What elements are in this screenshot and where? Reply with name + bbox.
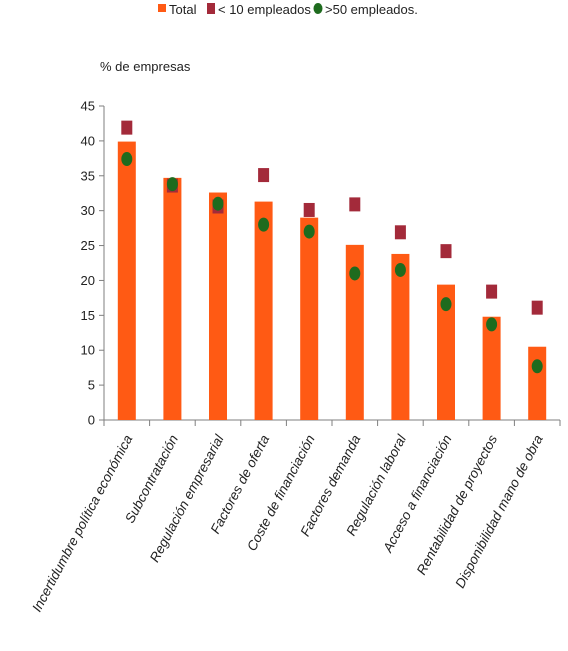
marker-lt10-regulacion-laboral	[394, 225, 406, 240]
legend-label: >50 empleados.	[325, 2, 418, 17]
legend: Total < 10 empleados >50 empleados.	[158, 2, 418, 17]
legend-item-2: < 10 empleados	[207, 2, 311, 17]
marker-gt50-rentabilidad-de-proyectos	[486, 317, 498, 332]
y-tick-label: 30	[81, 203, 95, 218]
category-labels: Incertidumbre política económicaSubcontr…	[29, 431, 546, 614]
legend-swatch-bar	[158, 4, 166, 12]
bar-acceso-a-financiacion	[437, 284, 455, 420]
marker-gt50-regulacion-laboral	[394, 262, 406, 277]
y-tick-label: 45	[81, 99, 95, 114]
bar-incertidumbre-politica-economica	[117, 141, 136, 420]
bar-regulacion-empresarial	[209, 192, 227, 420]
y-tick-label: 0	[88, 413, 95, 428]
y-tick-label: 10	[81, 343, 95, 358]
y-tick-label: 20	[81, 273, 95, 288]
marker-lt10-disponibilidad-mano-de-obra	[531, 300, 543, 315]
category-label-rentabilidad-de-proyectos: Rentabilidad de proyectos	[414, 432, 501, 577]
markers	[121, 120, 543, 374]
bars	[117, 141, 547, 420]
marker-lt10-rentabilidad-de-proyectos	[486, 284, 498, 299]
bar-subcontratacion	[163, 177, 182, 420]
legend-swatch-circle	[313, 3, 323, 14]
y-tick-label: 40	[81, 133, 95, 148]
marker-gt50-acceso-a-financiacion	[440, 297, 452, 312]
y-tick-label: 15	[81, 308, 95, 323]
marker-lt10-incertidumbre-politica-economica	[121, 120, 133, 135]
marker-gt50-factores-de-oferta	[258, 217, 270, 232]
marker-gt50-coste-de-financiacion	[303, 224, 315, 239]
legend-label: Total	[169, 2, 197, 17]
marker-lt10-acceso-a-financiacion	[440, 244, 452, 259]
y-tick-label: 5	[88, 378, 95, 393]
y-axis: 0 5 10 15 20 25 30 35 40 45	[81, 99, 105, 428]
marker-gt50-factores-demanda	[349, 266, 361, 281]
marker-lt10-coste-de-financiacion	[303, 202, 315, 217]
marker-gt50-incertidumbre-politica-economica	[121, 152, 133, 167]
marker-gt50-subcontratacion	[166, 177, 178, 192]
y-axis-label: % de empresas	[100, 59, 191, 74]
y-tick-label: 25	[81, 238, 95, 253]
legend-item-3: >50 empleados.	[313, 2, 418, 17]
bar-coste-de-financiacion	[300, 217, 319, 420]
bar-rentabilidad-de-proyectos	[482, 316, 501, 420]
x-axis	[103, 419, 561, 426]
marker-gt50-regulacion-empresarial	[212, 196, 224, 211]
bar-regulacion-laboral	[391, 253, 410, 420]
legend-label: < 10 empleados	[218, 2, 311, 17]
legend-item-1: Total	[158, 2, 197, 17]
bar-factores-demanda	[345, 244, 364, 420]
bar-factores-de-oferta	[254, 201, 273, 420]
y-tick-label: 35	[81, 168, 95, 183]
legend-swatch-square	[207, 3, 215, 14]
bar-disponibilidad-mano-de-obra	[528, 346, 547, 420]
marker-lt10-factores-demanda	[349, 197, 361, 212]
marker-lt10-factores-de-oferta	[258, 168, 270, 183]
category-label-incertidumbre-politica-economica: Incertidumbre política económica	[29, 432, 135, 614]
category-label-disponibilidad-mano-de-obra: Disponibilidad mano de obra	[452, 432, 546, 591]
marker-gt50-disponibilidad-mano-de-obra	[531, 359, 543, 374]
